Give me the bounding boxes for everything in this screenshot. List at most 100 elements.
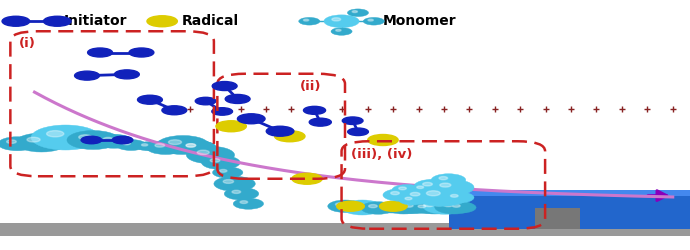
- Circle shape: [423, 198, 467, 214]
- Circle shape: [361, 202, 395, 214]
- Circle shape: [7, 140, 17, 143]
- Circle shape: [177, 140, 216, 154]
- Circle shape: [335, 203, 344, 206]
- Circle shape: [213, 82, 237, 90]
- Circle shape: [0, 137, 37, 151]
- Circle shape: [337, 201, 364, 211]
- Circle shape: [47, 130, 63, 137]
- Circle shape: [186, 144, 196, 147]
- Bar: [448, 190, 690, 196]
- Circle shape: [212, 108, 233, 115]
- Text: Radical: Radical: [181, 14, 239, 28]
- Circle shape: [414, 186, 469, 206]
- Text: (i): (i): [19, 38, 35, 51]
- Circle shape: [147, 16, 177, 27]
- Circle shape: [162, 106, 187, 115]
- Circle shape: [368, 134, 398, 145]
- Circle shape: [439, 176, 448, 180]
- Circle shape: [384, 200, 423, 214]
- Circle shape: [363, 18, 384, 25]
- Circle shape: [304, 106, 326, 114]
- Circle shape: [444, 203, 453, 207]
- Circle shape: [397, 201, 431, 214]
- Circle shape: [399, 187, 406, 190]
- Circle shape: [404, 204, 413, 207]
- Circle shape: [201, 156, 240, 170]
- Circle shape: [214, 176, 255, 191]
- Circle shape: [304, 19, 308, 21]
- Circle shape: [112, 136, 132, 144]
- Circle shape: [423, 182, 433, 186]
- Circle shape: [402, 189, 440, 203]
- Circle shape: [141, 144, 148, 146]
- Circle shape: [444, 192, 474, 203]
- Circle shape: [411, 184, 438, 194]
- Circle shape: [352, 11, 357, 13]
- Circle shape: [116, 140, 146, 150]
- Circle shape: [43, 16, 71, 26]
- Circle shape: [186, 146, 235, 164]
- Circle shape: [328, 200, 362, 212]
- Circle shape: [411, 202, 442, 213]
- Circle shape: [331, 28, 352, 35]
- Circle shape: [380, 201, 407, 211]
- Circle shape: [240, 201, 248, 203]
- Circle shape: [368, 19, 373, 21]
- Circle shape: [430, 180, 474, 196]
- Text: Monomer: Monomer: [383, 14, 457, 28]
- Circle shape: [237, 114, 265, 124]
- Circle shape: [155, 144, 165, 147]
- Circle shape: [414, 179, 453, 193]
- Circle shape: [186, 144, 196, 147]
- Circle shape: [123, 142, 130, 145]
- Circle shape: [391, 192, 400, 195]
- Circle shape: [384, 204, 391, 207]
- Circle shape: [342, 200, 383, 215]
- Circle shape: [440, 183, 451, 187]
- Circle shape: [233, 198, 264, 209]
- Text: (iii), (iv): (iii), (iv): [351, 148, 413, 160]
- Circle shape: [433, 202, 444, 206]
- Circle shape: [336, 29, 341, 31]
- Circle shape: [309, 118, 331, 126]
- Circle shape: [79, 135, 92, 140]
- Circle shape: [383, 189, 417, 201]
- Circle shape: [136, 142, 161, 151]
- Circle shape: [224, 180, 234, 184]
- Circle shape: [426, 191, 440, 196]
- Circle shape: [210, 159, 220, 162]
- Circle shape: [15, 133, 68, 152]
- Circle shape: [225, 94, 250, 104]
- Bar: [448, 190, 690, 229]
- Circle shape: [415, 200, 454, 214]
- Circle shape: [195, 97, 216, 105]
- Circle shape: [393, 203, 403, 207]
- Circle shape: [75, 71, 99, 80]
- Circle shape: [292, 173, 322, 184]
- Circle shape: [266, 126, 294, 136]
- Bar: [535, 208, 580, 229]
- Circle shape: [2, 16, 30, 26]
- Circle shape: [27, 137, 40, 142]
- Circle shape: [213, 167, 243, 178]
- Circle shape: [299, 18, 320, 25]
- Circle shape: [431, 174, 466, 186]
- Circle shape: [377, 202, 407, 213]
- Circle shape: [224, 188, 259, 200]
- Circle shape: [347, 9, 368, 16]
- Circle shape: [219, 170, 227, 172]
- Circle shape: [67, 130, 119, 150]
- Circle shape: [348, 128, 368, 136]
- Circle shape: [157, 136, 209, 154]
- Circle shape: [104, 138, 113, 141]
- Bar: [0, 222, 690, 236]
- Circle shape: [424, 203, 434, 207]
- Circle shape: [392, 184, 422, 196]
- Circle shape: [197, 150, 209, 154]
- Circle shape: [342, 117, 363, 124]
- Circle shape: [177, 140, 216, 154]
- Circle shape: [232, 190, 241, 194]
- Circle shape: [146, 140, 185, 154]
- Circle shape: [31, 125, 100, 150]
- Circle shape: [129, 48, 154, 57]
